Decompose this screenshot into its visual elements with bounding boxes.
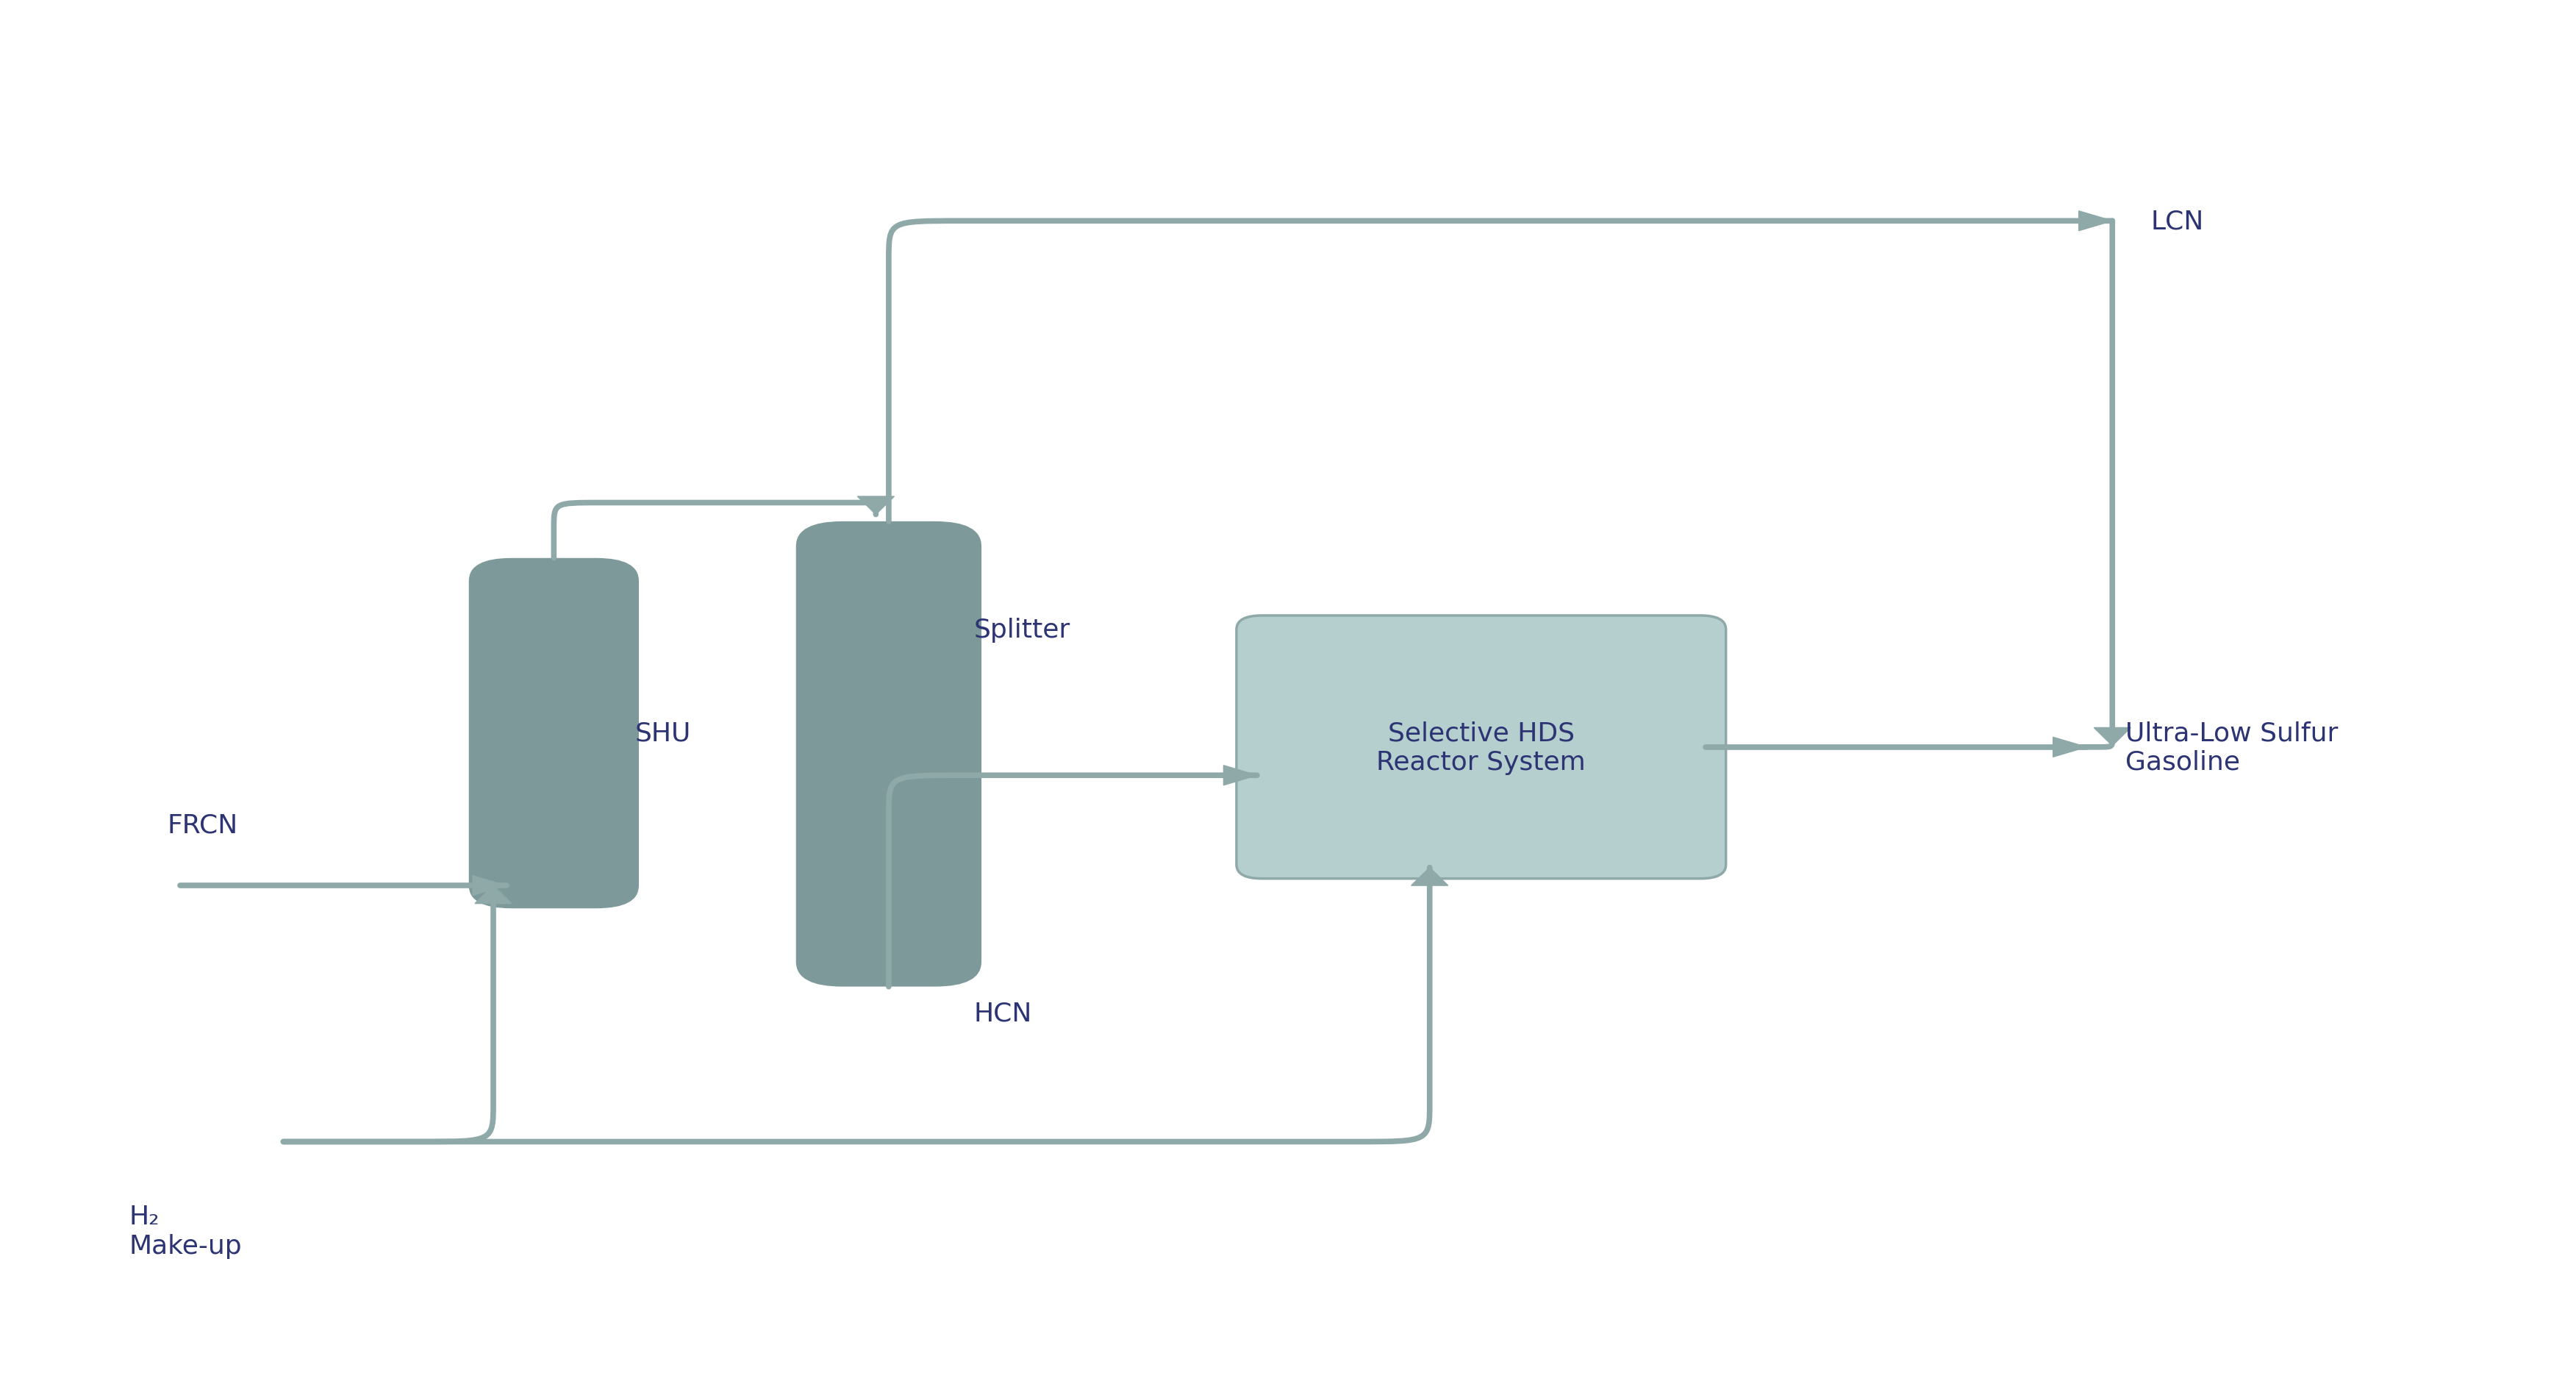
FancyBboxPatch shape (1236, 616, 1726, 879)
Polygon shape (474, 876, 505, 895)
Polygon shape (2094, 728, 2130, 746)
Polygon shape (2079, 212, 2112, 231)
Polygon shape (2053, 738, 2087, 757)
Polygon shape (1412, 868, 1448, 886)
Text: HCN: HCN (974, 1001, 1033, 1026)
Polygon shape (474, 886, 513, 904)
Text: FRCN: FRCN (167, 812, 237, 837)
Text: LCN: LCN (2151, 209, 2205, 234)
Polygon shape (858, 497, 894, 515)
FancyBboxPatch shape (469, 558, 639, 909)
FancyBboxPatch shape (796, 522, 981, 987)
Text: H₂
Make-up: H₂ Make-up (129, 1204, 242, 1258)
Polygon shape (1224, 765, 1257, 786)
Text: Ultra-Low Sulfur
Gasoline: Ultra-Low Sulfur Gasoline (2125, 721, 2339, 774)
Text: Selective HDS
Reactor System: Selective HDS Reactor System (1376, 721, 1587, 774)
Text: Splitter: Splitter (974, 617, 1069, 642)
Text: SHU: SHU (634, 721, 690, 746)
